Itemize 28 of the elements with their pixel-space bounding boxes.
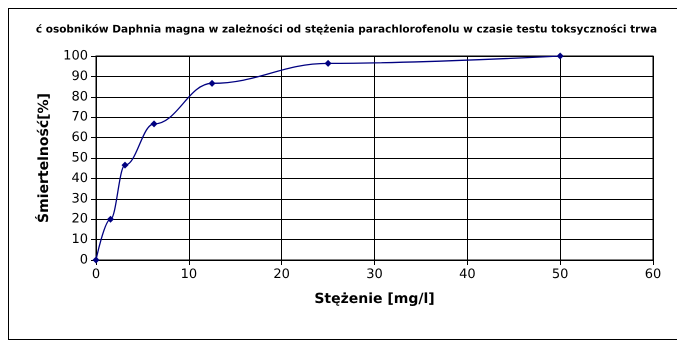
y-tick-label: 100 xyxy=(63,48,88,64)
y-tick-label: 80 xyxy=(71,89,88,104)
x-tick-label: 20 xyxy=(273,267,290,282)
y-tick-label: 20 xyxy=(71,212,88,227)
point xyxy=(107,216,114,223)
y-tick-label: 60 xyxy=(71,130,88,146)
y-tick-label: 0 xyxy=(80,252,88,268)
y-tick-label: 40 xyxy=(71,170,88,186)
point xyxy=(150,120,158,128)
y-tick-label: 30 xyxy=(71,191,88,206)
x-tick-label: 10 xyxy=(180,267,198,282)
y-tick-label: 50 xyxy=(71,150,88,166)
x-tick-label: 50 xyxy=(552,267,568,282)
chart-title: ć osobników Daphnia magna w zależności od stężenia parachlorofenolu w czasie testu toksyczności trwa xyxy=(36,24,658,36)
point xyxy=(92,256,100,264)
point xyxy=(556,52,564,60)
x-tick-label: 60 xyxy=(644,267,662,282)
x-axis-title: Stężenie [mg/l] xyxy=(314,291,435,307)
y-axis-title: Śmiertelność[%] xyxy=(35,93,52,223)
y-tick-label: 70 xyxy=(71,110,88,125)
y-tick-label: 10 xyxy=(71,232,88,248)
point xyxy=(208,80,216,87)
y-tick-label: 90 xyxy=(71,68,88,84)
x-tick-label: 40 xyxy=(459,267,476,282)
x-tick-label: 30 xyxy=(366,267,383,282)
point xyxy=(324,60,332,67)
x-tick-label: 0 xyxy=(92,267,100,282)
point xyxy=(122,162,129,169)
